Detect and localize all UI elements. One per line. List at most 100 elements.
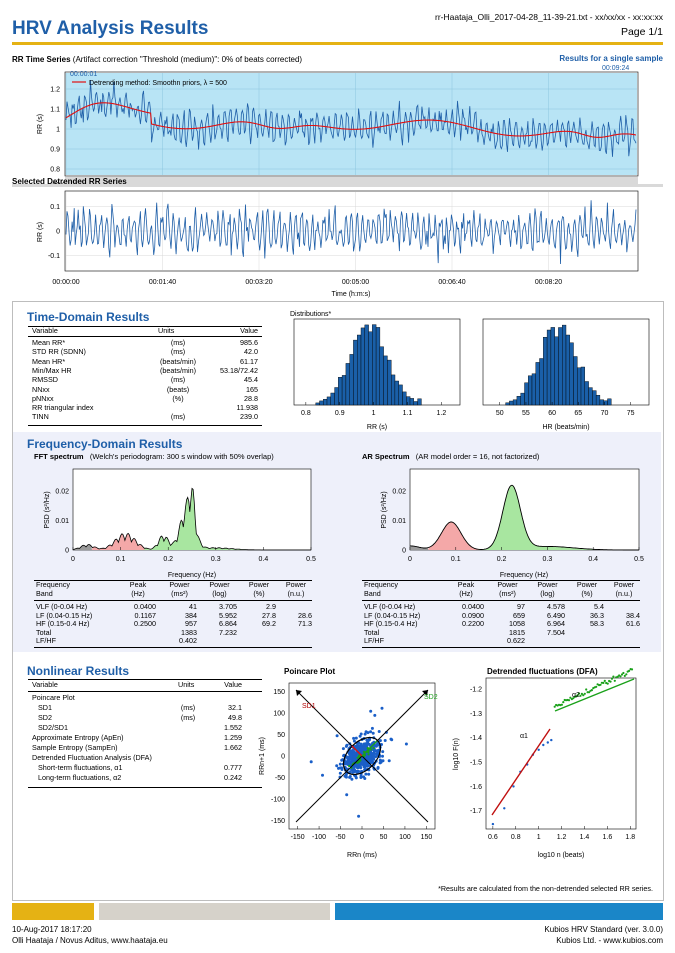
rr-plots: 00:00:01 00:09:24 Detrending method: Smo… [12,65,663,298]
fft-title: FFT spectrum [34,452,84,461]
poincare-point [366,747,369,750]
poincare-point [366,763,369,767]
poincare-xlabel: RRn (ms) [347,852,377,859]
ar-title: AR Spectrum [362,452,410,461]
dfa-point [579,694,582,697]
ar-vlf-area [410,545,429,550]
ar-subtitle: (AR model order = 16, not factorized) [415,452,540,461]
detrended-xlabel: Time (h:m:s) [331,291,370,298]
poincare-point [369,709,373,713]
histogram-bar [573,356,578,406]
hist-rr-bars [315,324,422,406]
poincare-point [338,771,342,775]
dfa-point [603,679,606,682]
poincare-point [359,742,363,746]
detrended-ytick: -0.1 [48,253,60,260]
nonlinear-title: Nonlinear Results [27,664,130,678]
histogram-bar [326,396,331,406]
nonlinear-table: Variable Units Value Poincare Plot SD1 (ms… [28,679,262,789]
hist-xtick: 60 [548,410,556,417]
alpha2-label: α2 [572,692,580,699]
poincare-point [345,760,349,764]
rr-ytick: 1 [56,127,60,134]
poincare-point [380,706,384,710]
spectrum-ytick: 0.01 [55,518,69,525]
poincare-point [383,739,387,742]
dfa-axes [485,677,637,830]
histogram-bar [345,363,350,406]
poincare-point [321,773,324,777]
spectrum-xtick: 0 [408,556,412,563]
histogram-bar [353,339,358,406]
rr-ytick: 1.2 [50,87,60,94]
histogram-bar [360,327,365,406]
table-row: Short-term fluctuations, α1 0.777 [38,763,242,772]
distributions-plot: Distributions* 0.8 0.9 1 1.1 1.2 50 55 60 65 70 7… [290,311,650,431]
detrended-series-line [65,200,637,265]
histogram-bar [398,384,403,406]
poincare-ytick: 0 [281,754,285,761]
dfa-ytick: -1.7 [470,808,482,815]
dfa-point [580,692,583,695]
table-header-row: Variable Units Value [32,680,242,689]
poincare-point [349,762,353,766]
poincare-point [349,756,353,760]
poincare-point [357,755,360,758]
dfa-point [546,741,549,744]
histogram-bar [584,381,589,406]
table-row: LF (0.04-0.15 Hz) 0.0900 659 6.490 36.3 38.4 [364,610,640,620]
dfa-ytick: -1.6 [470,784,482,791]
column-header: Peak (Hz) [129,580,147,598]
hist-xtick: 1.2 [437,410,447,417]
distributions-label: Distributions* [290,311,332,318]
poincare-ytick: -50 [275,775,285,782]
detrended-xtick: 00:00:00 [52,279,79,286]
poincare-point [371,758,375,761]
rr-ytick: 0.8 [50,167,60,174]
ar-ticks: 0 0.1 0.2 0.3 0.4 0.5 0.02 0.01 0 [392,489,644,564]
single-sample-label: Results for a single sample [559,54,663,63]
spectrum-xtick: 0.4 [588,556,598,563]
footer-bar-grey [99,903,330,920]
poincare-point [343,774,347,778]
poincare-point [363,754,367,757]
page-number: Page 1/1 [620,26,663,38]
histogram-bar [323,398,328,406]
histogram-bar [387,359,392,406]
dfa-point [562,701,565,704]
dfa-point [622,671,625,675]
poincare-point [345,793,349,797]
rr-yticks: 0.8 0.9 1 1.1 1.2 [50,87,60,174]
table-row: VLF (0-0.04 Hz) 0.0400 41 3.705 2.9 [36,602,276,611]
dfa-point [585,688,588,691]
hist-xtick: 1.1 [403,410,413,417]
poincare-point [366,731,370,735]
dfa-point [613,679,616,682]
poincare-xtick: 150 [421,834,433,841]
table-row: SD1 (ms) 32.1 [38,703,242,712]
ar-results-table: Frequency Band Peak (Hz) Power (ms²) Power (log… [362,580,640,650]
histogram-bar [413,401,418,406]
ar-lf-area [428,522,479,550]
histogram-bar [341,375,347,406]
spectrum-xtick: 0.2 [163,556,173,563]
dfa-point [630,668,634,671]
histogram-bar [338,376,343,406]
poincare-ytick: -150 [271,818,285,825]
detrended-ytick: 0 [56,229,60,236]
poincare-point [352,736,356,740]
fft-spectrum-line [72,487,311,551]
column-header: Power (%) [248,580,270,598]
spectrum-ytick: 0.02 [55,489,69,496]
detrended-xtick: 00:06:40 [438,279,465,286]
poincare-point [370,761,374,764]
histogram-bar [417,398,422,406]
alpha1-label: α1 [520,733,528,740]
dfa-xtick: 1 [537,834,541,841]
dfa-xlabel: log10 n (beats) [538,852,585,859]
poincare-point [356,766,360,770]
poincare-xtick: -100 [312,834,326,841]
hist-hr-bars [505,324,612,406]
dfa-point [609,680,612,683]
poincare-point [348,775,352,779]
